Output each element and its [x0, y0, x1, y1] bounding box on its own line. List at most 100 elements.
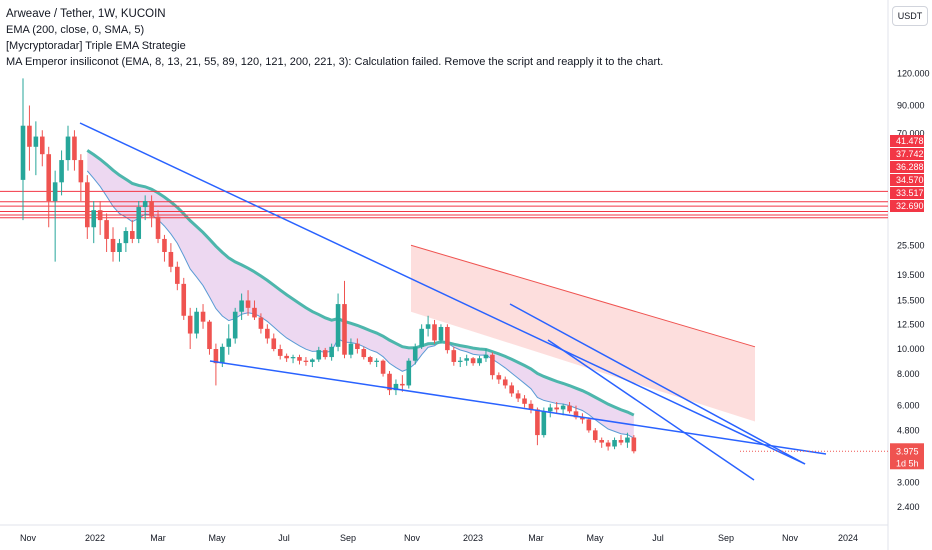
trendline[interactable]: [509, 303, 806, 465]
candle: [367, 355, 373, 365]
candle: [496, 372, 502, 384]
candle: [580, 413, 585, 424]
candle: [284, 353, 289, 362]
candle: [515, 390, 521, 403]
price-tick-label: 120.000: [897, 69, 930, 79]
candle: [419, 324, 424, 350]
candle: [39, 130, 45, 167]
ema-slow-line: [86, 149, 635, 417]
candle: [78, 154, 84, 202]
candle: [432, 319, 437, 344]
time-tick-label: Sep: [718, 533, 734, 543]
bar-countdown-label: 1d 5h: [896, 458, 919, 468]
candle: [393, 379, 399, 396]
price-level-label: 36.288: [896, 162, 924, 172]
price-tick-label: 25.500: [897, 240, 925, 250]
candle: [374, 358, 379, 368]
candle: [232, 307, 238, 344]
price-level-tag: [890, 161, 924, 173]
indicator-zones: [0, 0, 889, 550]
candle: [425, 315, 431, 337]
ema-fast-line: [86, 170, 635, 439]
candle: [316, 346, 322, 362]
candle: [245, 290, 251, 316]
candle: [605, 440, 611, 451]
indicator-ema-label[interactable]: EMA (200, close, 0, SMA, 5): [6, 24, 145, 36]
price-level-tag: [890, 174, 924, 186]
candlestick-series: [20, 78, 637, 454]
candle: [322, 347, 328, 360]
trendline[interactable]: [209, 360, 827, 455]
price-level-tag: [890, 187, 924, 199]
candle: [355, 338, 360, 354]
candle: [451, 346, 457, 366]
candle: [200, 304, 206, 329]
candle: [85, 175, 90, 239]
candle: [265, 324, 270, 344]
candle: [168, 243, 174, 273]
time-tick-label: Nov: [20, 533, 37, 543]
candle: [335, 293, 341, 352]
price-tick-label: 8.000: [897, 369, 920, 379]
candle: [20, 78, 26, 221]
candle: [618, 435, 624, 446]
candle: [470, 357, 476, 366]
candle: [226, 324, 232, 355]
price-level-tag: [890, 148, 924, 160]
price-tick-label: 12.500: [897, 319, 925, 329]
candle: [509, 382, 514, 397]
candle: [271, 333, 277, 352]
time-tick-label: Jul: [652, 533, 664, 543]
price-tick-label: 2.400: [897, 502, 920, 512]
chart-legend: Arweave / Tether, 1W, KUCOIN EMA (200, c…: [6, 6, 663, 70]
trendline[interactable]: [79, 122, 806, 465]
candle: [547, 403, 553, 418]
candle: [72, 130, 77, 171]
time-tick-label: 2024: [838, 533, 858, 543]
candle: [592, 428, 598, 443]
candle: [181, 277, 187, 320]
candle: [207, 319, 212, 355]
price-tick-label: 15.500: [897, 295, 925, 305]
candle: [117, 238, 122, 262]
price-tick-label: 70.000: [897, 128, 925, 138]
candle: [97, 201, 103, 235]
currency-button[interactable]: USDT: [892, 6, 928, 26]
candle: [297, 354, 302, 365]
candle: [187, 307, 193, 350]
candle: [477, 355, 482, 366]
candle: [239, 293, 244, 320]
price-level-label: 33.517: [896, 188, 924, 198]
candle: [310, 358, 315, 368]
time-tick-label: May: [586, 533, 604, 543]
time-axis[interactable]: Nov 2022 Mar May Jul Sep Nov 2023 Mar May Jul Sep No…: [20, 533, 858, 543]
price-axis[interactable]: 120.000 90.000 70.000 25.500 19.500 15.500 12.…: [740, 69, 930, 513]
candle: [194, 307, 199, 339]
candle: [541, 407, 547, 438]
indicator-ma-emperor-label[interactable]: MA Emperor insiliconot (EMA, 8, 13, 21, …: [6, 56, 664, 68]
candle: [457, 357, 463, 368]
candle: [535, 407, 540, 446]
candle: [464, 354, 469, 366]
price-tick-label: 90.000: [897, 100, 925, 110]
candle: [400, 375, 405, 392]
price-tick-label: 10.000: [897, 344, 925, 354]
candle: [342, 280, 347, 359]
trendline[interactable]: [547, 339, 755, 481]
candle: [252, 300, 257, 320]
candle: [175, 261, 180, 291]
price-level-label: 32.690: [896, 201, 924, 211]
indicator-triple-ema-label[interactable]: [Mycryptoradar] Triple EMA Strategie: [6, 40, 186, 52]
candle: [438, 324, 444, 344]
candle: [258, 313, 264, 334]
candle: [110, 227, 116, 262]
symbol-title[interactable]: Arweave / Tether, 1W, KUCOIN: [6, 8, 166, 20]
price-tick-label: 19.500: [897, 270, 925, 280]
horizontal-price-levels[interactable]: [0, 190, 888, 219]
candle: [586, 417, 592, 433]
trendlines[interactable]: [79, 122, 827, 481]
candle: [380, 359, 386, 377]
candle: [573, 405, 579, 420]
candle: [290, 354, 296, 364]
